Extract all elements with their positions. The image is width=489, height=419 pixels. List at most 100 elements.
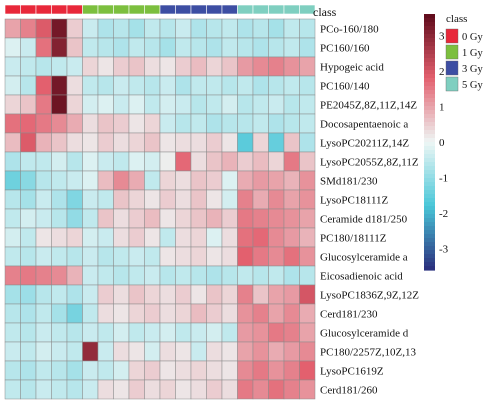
color-scale-segment xyxy=(424,150,435,155)
color-scale-segment xyxy=(424,62,435,67)
heatmap-cell xyxy=(299,170,316,191)
heatmap-cell xyxy=(268,151,285,172)
heatmap-cell xyxy=(97,75,114,96)
heatmap-cell xyxy=(206,208,223,229)
heatmap-cell xyxy=(206,379,223,400)
heatmap-cell xyxy=(97,360,114,381)
color-scale-segment xyxy=(424,246,435,251)
heatmap-cell xyxy=(252,170,269,191)
heatmap-cell xyxy=(144,37,161,58)
class-annotation-cell xyxy=(283,4,300,15)
heatmap-cell xyxy=(66,56,83,77)
heatmap-cell xyxy=(4,132,21,153)
heatmap-cell xyxy=(35,94,52,115)
color-scale-tick-label: 3 xyxy=(439,30,445,42)
heatmap-cell xyxy=(144,246,161,267)
heatmap-cell xyxy=(20,265,37,286)
heatmap-cell xyxy=(20,360,37,381)
heatmap-cell xyxy=(82,94,99,115)
heatmap-cell xyxy=(128,322,145,343)
heatmap-cell xyxy=(190,170,207,191)
heatmap-cell xyxy=(268,75,285,96)
heatmap-cell xyxy=(190,113,207,134)
heatmap-cell xyxy=(175,360,192,381)
heatmap-cell xyxy=(190,18,207,39)
heatmap-cell xyxy=(283,341,300,362)
color-scale-segment xyxy=(424,26,435,31)
heatmap-cell xyxy=(252,37,269,58)
heatmap-cell xyxy=(268,18,285,39)
class-annotation-bar xyxy=(4,4,316,15)
heatmap-cell xyxy=(283,208,300,229)
heatmap-cell xyxy=(190,151,207,172)
heatmap-cell xyxy=(51,132,68,153)
heatmap-cell xyxy=(159,189,176,210)
heatmap-cell xyxy=(128,246,145,267)
heatmap-cell xyxy=(206,94,223,115)
heatmap-cell xyxy=(35,360,52,381)
heatmap-cell xyxy=(113,208,130,229)
heatmap-cell xyxy=(35,113,52,134)
heatmap-cell xyxy=(299,322,316,343)
heatmap-cell xyxy=(159,360,176,381)
heatmap-cell xyxy=(268,113,285,134)
heatmap-cell xyxy=(221,246,238,267)
heatmap-cell xyxy=(4,37,21,58)
heatmap-cell xyxy=(144,18,161,39)
color-scale-segment xyxy=(424,30,435,35)
heatmap-cell xyxy=(82,284,99,305)
heatmap-cell xyxy=(144,341,161,362)
heatmap-cell xyxy=(20,18,37,39)
legend-swatch xyxy=(445,28,459,44)
color-scale-segment xyxy=(424,14,435,19)
heatmap-cell xyxy=(51,75,68,96)
heatmap-cell xyxy=(66,341,83,362)
heatmap-cell xyxy=(252,113,269,134)
color-scale-segment xyxy=(424,178,435,183)
heatmap-cell xyxy=(299,132,316,153)
heatmap-cell xyxy=(35,170,52,191)
color-scale-segment xyxy=(424,34,435,39)
heatmap-cell xyxy=(144,360,161,381)
heatmap-cell xyxy=(20,37,37,58)
class-annotation-cell xyxy=(82,4,99,15)
row-label: LysoPC2055Z,8Z,11Z xyxy=(320,157,419,169)
heatmap-cell xyxy=(175,265,192,286)
heatmap-cell xyxy=(221,303,238,324)
color-scale-tick-label: 2 xyxy=(439,66,445,78)
heatmap-cell xyxy=(113,379,130,400)
color-scale-segment xyxy=(424,210,435,215)
heatmap-cell xyxy=(51,322,68,343)
heatmap-cell xyxy=(51,303,68,324)
heatmap-cell xyxy=(237,37,254,58)
heatmap-cell xyxy=(268,94,285,115)
heatmap-cell xyxy=(66,246,83,267)
heatmap-cell xyxy=(51,208,68,229)
class-annotation-cell xyxy=(159,4,176,15)
heatmap-cell xyxy=(20,227,37,248)
heatmap-cell xyxy=(66,303,83,324)
heatmap-cell xyxy=(144,56,161,77)
heatmap-cell xyxy=(97,341,114,362)
heatmap-cell xyxy=(206,170,223,191)
heatmap-cell xyxy=(113,37,130,58)
heatmap-cell xyxy=(252,94,269,115)
color-scale-segment xyxy=(424,202,435,207)
heatmap-cell xyxy=(128,37,145,58)
color-scale-segment xyxy=(424,94,435,99)
heatmap-cell xyxy=(268,189,285,210)
heatmap-cell xyxy=(128,132,145,153)
heatmap-cell xyxy=(128,18,145,39)
heatmap-cell xyxy=(252,75,269,96)
heatmap-cell xyxy=(221,132,238,153)
heatmap-cell xyxy=(283,360,300,381)
color-scale-segment xyxy=(424,78,435,83)
heatmap-cell xyxy=(82,341,99,362)
heatmap-cell xyxy=(97,132,114,153)
heatmap-cell xyxy=(237,151,254,172)
color-scale-segment xyxy=(424,230,435,235)
heatmap-cell xyxy=(175,208,192,229)
heatmap-cell xyxy=(206,246,223,267)
color-scale-segment xyxy=(424,194,435,199)
heatmap-cell xyxy=(113,322,130,343)
